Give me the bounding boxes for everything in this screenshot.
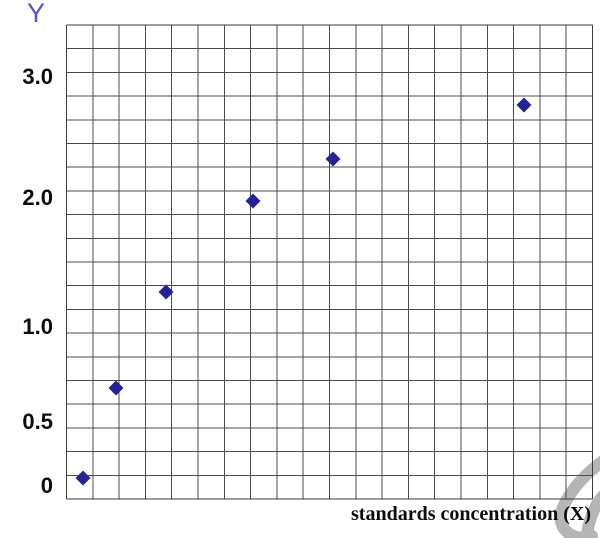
y-tick-label: 0 — [40, 473, 53, 498]
y-tick-label: 0.5 — [22, 409, 53, 435]
y-tick-label: 1.0 — [22, 313, 53, 339]
y-axis-title: Y — [27, 0, 46, 28]
data-point-diamond — [516, 97, 532, 113]
y-tick-label: 3.0 — [22, 63, 53, 89]
data-point-diamond — [108, 380, 124, 396]
data-point-diamond — [325, 151, 341, 167]
y-tick-label: 2.0 — [22, 185, 53, 210]
data-point-diamond — [245, 193, 261, 209]
data-point-diamond — [75, 470, 91, 486]
x-axis-label: standards concentration (X) — [351, 503, 591, 525]
data-point-diamond — [158, 284, 174, 300]
